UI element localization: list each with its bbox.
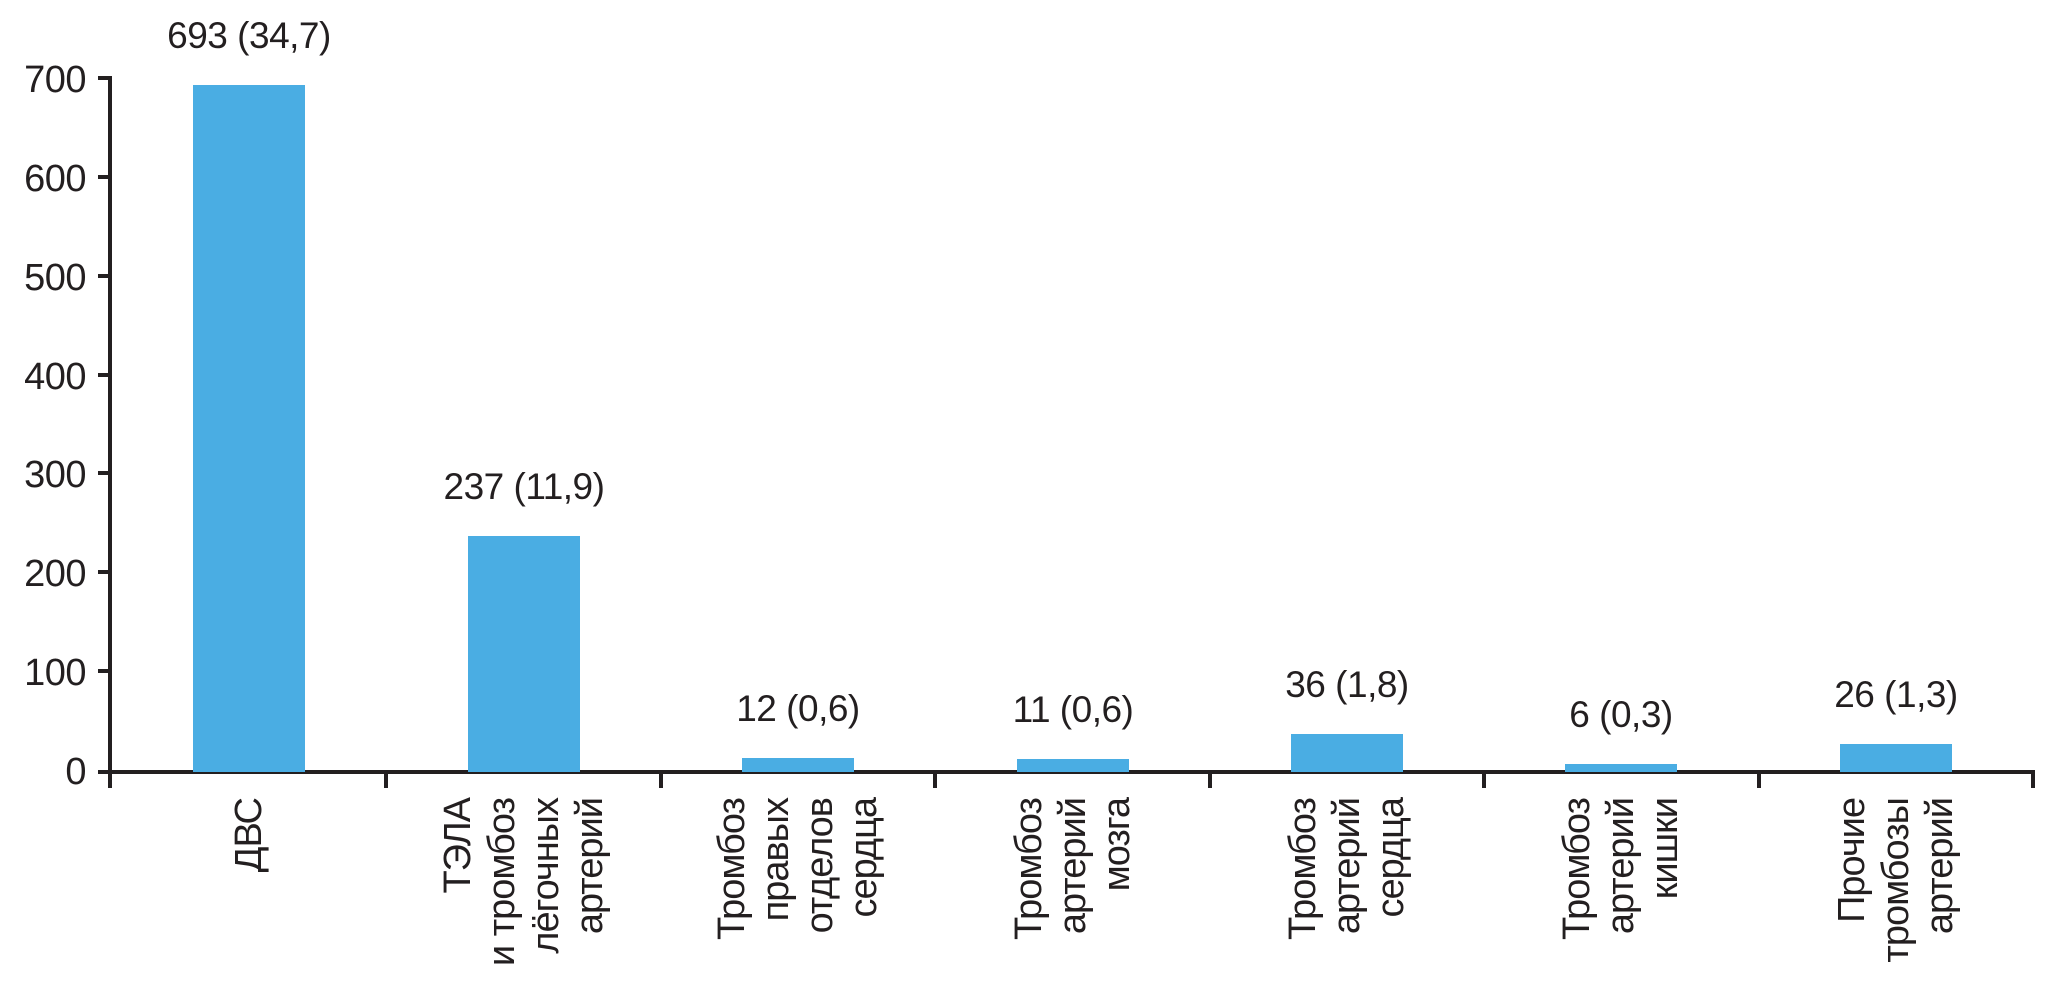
category-label: ДВС [228,798,270,873]
y-axis-tick [98,372,112,377]
category-label: ТЭЛА и тромбоз лёгочных артерий [437,798,611,967]
bar-value-label: 36 (1,8) [1285,664,1409,705]
y-axis-tick-label: 100 [24,652,86,695]
y-axis-tick-label: 600 [24,157,86,200]
bar [1291,734,1403,772]
x-axis-line [108,770,2035,774]
y-axis-line [108,76,112,788]
y-axis-tick-label: 300 [24,454,86,497]
y-axis-tick-label: 500 [24,256,86,299]
category-label: Тромбоз правых отделов сердца [711,798,885,940]
bar [742,758,854,772]
y-axis-tick [98,770,112,774]
x-axis-tick [933,774,938,788]
y-axis-tick [98,273,112,278]
category-label: Тромбоз артерий кишки [1556,798,1686,940]
bar-value-label: 26 (1,3) [1834,674,1958,715]
x-axis-tick [2031,774,2035,788]
x-axis-tick [384,774,389,788]
y-axis-tick [98,669,112,674]
y-axis-tick-label: 700 [24,59,86,101]
bar-value-label: 693 (34,7) [167,15,331,56]
bar [193,85,305,772]
bar-value-label: 237 (11,9) [443,466,605,507]
y-axis-tick [98,76,112,80]
category-label: Прочие тромбозы артерий [1831,798,1961,963]
y-axis-tick [98,471,112,476]
bar-value-label: 12 (0,6) [736,688,860,729]
bar [1565,764,1677,772]
y-axis-tick-label: 200 [24,553,86,596]
bar-value-label: 6 (0,3) [1569,694,1673,735]
x-axis-tick [658,774,663,788]
bar [1017,759,1129,772]
y-axis-tick-label: 400 [24,355,86,398]
x-axis-tick [1207,774,1212,788]
x-axis-tick [1482,774,1487,788]
x-axis-tick [1756,774,1761,788]
y-axis-tick-label: 0 [65,751,86,793]
bar [1840,744,1952,772]
bar [468,536,580,772]
bar-value-label: 11 (0,6) [1012,689,1134,730]
category-label: Тромбоз артерий сердца [1282,798,1412,940]
y-axis-tick [98,570,112,575]
category-label: Тромбоз артерий мозга [1008,798,1138,940]
y-axis-tick [98,174,112,179]
